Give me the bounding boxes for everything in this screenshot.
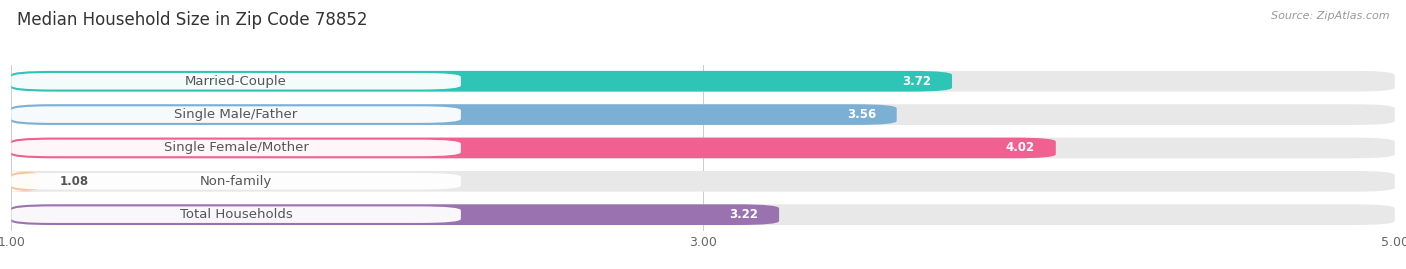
FancyBboxPatch shape bbox=[11, 106, 461, 123]
FancyBboxPatch shape bbox=[11, 104, 1395, 125]
FancyBboxPatch shape bbox=[11, 173, 461, 190]
Text: Married-Couple: Married-Couple bbox=[186, 75, 287, 88]
FancyBboxPatch shape bbox=[11, 140, 461, 156]
FancyBboxPatch shape bbox=[11, 71, 952, 91]
Text: Single Male/Father: Single Male/Father bbox=[174, 108, 298, 121]
Text: 3.72: 3.72 bbox=[903, 75, 931, 88]
Text: 3.22: 3.22 bbox=[730, 208, 758, 221]
FancyBboxPatch shape bbox=[11, 71, 1395, 91]
FancyBboxPatch shape bbox=[11, 171, 1395, 192]
Text: 1.08: 1.08 bbox=[59, 175, 89, 188]
Text: Median Household Size in Zip Code 78852: Median Household Size in Zip Code 78852 bbox=[17, 11, 367, 29]
FancyBboxPatch shape bbox=[11, 104, 897, 125]
FancyBboxPatch shape bbox=[11, 204, 779, 225]
Text: 4.02: 4.02 bbox=[1005, 141, 1035, 154]
Text: Non-family: Non-family bbox=[200, 175, 273, 188]
FancyBboxPatch shape bbox=[11, 206, 461, 223]
FancyBboxPatch shape bbox=[11, 138, 1056, 158]
Text: Source: ZipAtlas.com: Source: ZipAtlas.com bbox=[1271, 11, 1389, 21]
Text: 3.56: 3.56 bbox=[846, 108, 876, 121]
FancyBboxPatch shape bbox=[11, 138, 1395, 158]
FancyBboxPatch shape bbox=[0, 171, 53, 192]
Text: Total Households: Total Households bbox=[180, 208, 292, 221]
FancyBboxPatch shape bbox=[11, 204, 1395, 225]
FancyBboxPatch shape bbox=[11, 73, 461, 90]
Text: Single Female/Mother: Single Female/Mother bbox=[163, 141, 308, 154]
